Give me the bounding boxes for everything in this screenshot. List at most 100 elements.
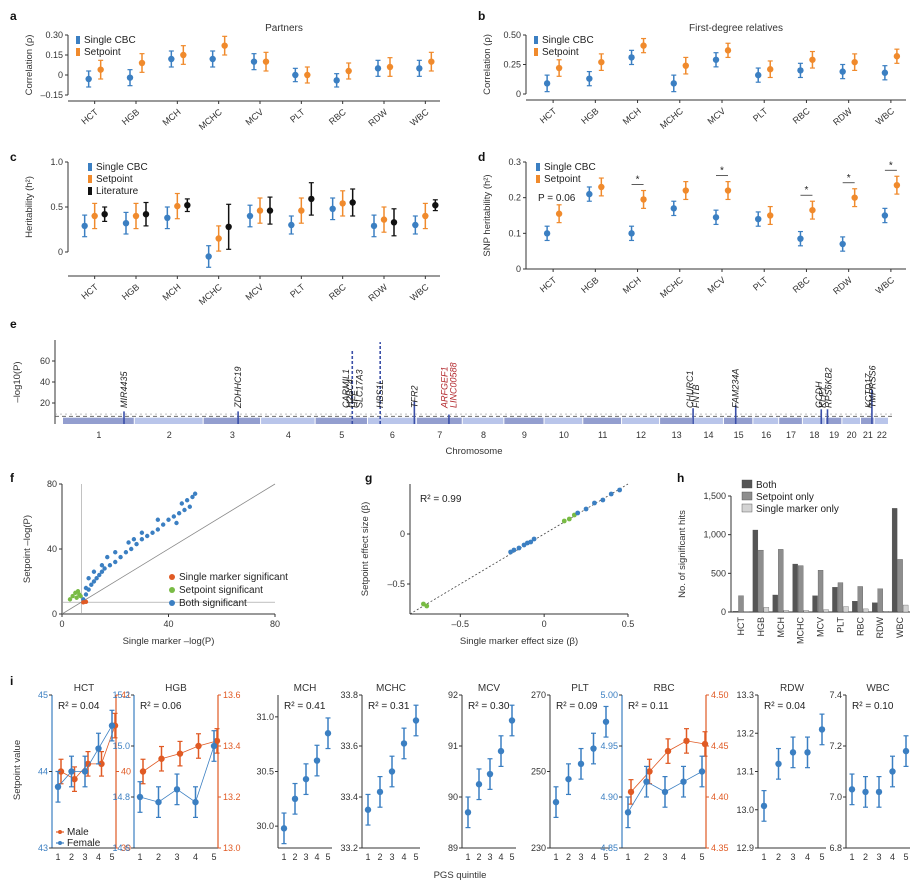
y-tick-label: 31.0 xyxy=(256,712,274,722)
bar-wbc-0 xyxy=(891,508,898,613)
y-tick-label: 7.4 xyxy=(829,690,842,700)
y-tick-label: 0 xyxy=(58,70,63,80)
bar-hgb-1 xyxy=(758,549,764,613)
point-both-8 xyxy=(102,566,107,571)
series-2-rdw-point xyxy=(390,219,398,226)
point-both-4 xyxy=(91,579,97,584)
series-0-rbc-point xyxy=(797,235,804,242)
legend-0-label: Single CBC xyxy=(96,162,148,173)
bar-plt-0 xyxy=(832,587,838,613)
male-line xyxy=(60,725,116,780)
effect-point-7 xyxy=(528,539,534,545)
point-both-32 xyxy=(126,540,131,545)
chromosome-label-22: 22 xyxy=(877,430,887,440)
y-tick-label: 0.30 xyxy=(45,30,63,40)
effect-point-1 xyxy=(421,601,426,607)
bar-category-wbc: WBC xyxy=(895,617,905,638)
y-tick-label: 45 xyxy=(38,690,48,700)
category-label-wbc: WBC xyxy=(408,107,431,128)
y-tick-label: 0.1 xyxy=(508,228,521,238)
r-squared-rbc: R² = 0.11 xyxy=(628,701,669,712)
quintile-label: 2 xyxy=(156,852,161,862)
bar-rbc-0 xyxy=(852,601,858,613)
bar-mchc-1 xyxy=(798,565,804,613)
gene-label-linc00588: LINC00588 xyxy=(449,362,459,408)
chromosome-band-14 xyxy=(693,417,723,424)
chromosome-label-13: 13 xyxy=(672,430,682,440)
y-tick-label: 4.85 xyxy=(600,843,618,853)
category-label-plt: PLT xyxy=(288,107,307,125)
legend-1-label: Setpoint xyxy=(544,174,581,185)
y-tick-label: –0.5 xyxy=(387,579,405,589)
chromosome-band-18 xyxy=(802,417,825,424)
quintile-label: 1 xyxy=(553,852,558,862)
bar-mcv-0 xyxy=(812,595,818,613)
point-both-37 xyxy=(83,585,89,591)
y-tick-label: 14.8 xyxy=(112,792,130,802)
chromosome-band-7 xyxy=(416,417,462,424)
y-tick-label: 0.5 xyxy=(50,202,63,212)
panel-label-h: h xyxy=(677,471,684,485)
effect-point-9 xyxy=(561,518,567,524)
chromosome-band-17 xyxy=(779,417,802,424)
series-1-plt-point xyxy=(767,212,774,219)
panel-label-e: e xyxy=(10,317,17,331)
bar-hct-0 xyxy=(732,611,739,613)
y2-tick-label: 4.50 xyxy=(711,690,729,700)
p-value-annotation: P = 0.06 xyxy=(538,193,576,204)
series-0-rbc-point xyxy=(797,67,804,74)
quintile-label: 2 xyxy=(863,852,868,862)
y2-tick-label: 4.40 xyxy=(711,792,729,802)
subpanel-title-plt: PLT xyxy=(571,683,589,694)
series-1-rdw-point xyxy=(380,216,388,223)
y-tick-label: 33.4 xyxy=(340,792,358,802)
legend-0-label: Single CBC xyxy=(542,35,594,46)
quintile-label: 4 xyxy=(498,852,503,862)
series-2-mchc-point xyxy=(225,223,232,230)
category-label-rbc: RBC xyxy=(327,107,348,127)
chromosome-label-14: 14 xyxy=(704,430,714,440)
series-0-mchc-point xyxy=(205,253,212,260)
series-0-mch-point xyxy=(628,230,635,237)
category-label-wbc: WBC xyxy=(408,282,431,303)
chromosome-band-10 xyxy=(544,417,583,424)
female-q3-point xyxy=(577,760,585,768)
y-tick-label: 7.0 xyxy=(829,792,842,802)
chromosome-label-7: 7 xyxy=(437,430,442,440)
quintile-label: 2 xyxy=(377,852,382,862)
legend-dot-2 xyxy=(169,600,175,606)
y-tick-label: 33.6 xyxy=(340,741,358,751)
category-label-hct: HCT xyxy=(538,275,559,295)
female-q3-point xyxy=(789,749,797,756)
effect-point-4 xyxy=(516,545,522,551)
series-1-hgb-point xyxy=(598,58,605,66)
category-label-hct: HCT xyxy=(538,106,559,126)
series-1-hgb-point xyxy=(598,183,605,191)
significance-star: * xyxy=(720,166,724,177)
category-label-mchc: MCHC xyxy=(658,275,685,300)
point-both-24 xyxy=(187,504,192,509)
effect-point-15 xyxy=(600,497,606,503)
chromosome-band-1 xyxy=(63,417,134,424)
point-both-38 xyxy=(99,563,105,568)
quintile-label: 4 xyxy=(805,852,810,862)
gene-label-gcdh: GCDH xyxy=(814,381,824,408)
legend-label-2: Both significant xyxy=(179,598,247,609)
effect-point-3 xyxy=(511,547,517,553)
series-0-wbc-point xyxy=(416,65,423,72)
point-both-30 xyxy=(155,517,161,522)
y-tick-label: 0 xyxy=(58,247,63,257)
female-q3-point xyxy=(486,770,494,778)
female-q4-point xyxy=(400,740,408,747)
y-axis-label: Correlation (ρ) xyxy=(482,34,493,95)
y-tick-label: 60 xyxy=(40,356,50,366)
quintile-label: 5 xyxy=(819,852,824,862)
y-tick-label: 0 xyxy=(52,609,57,619)
series-1-mcv-point xyxy=(724,187,732,194)
chromosome-label-11: 11 xyxy=(598,430,607,440)
y-tick-label: 91 xyxy=(448,741,458,751)
y-tick-label: 4.90 xyxy=(600,792,618,802)
category-label-mchc: MCHC xyxy=(197,282,224,307)
gene-label-fntb: FNTB xyxy=(691,385,701,409)
r-squared-wbc: R² = 0.10 xyxy=(852,701,894,712)
